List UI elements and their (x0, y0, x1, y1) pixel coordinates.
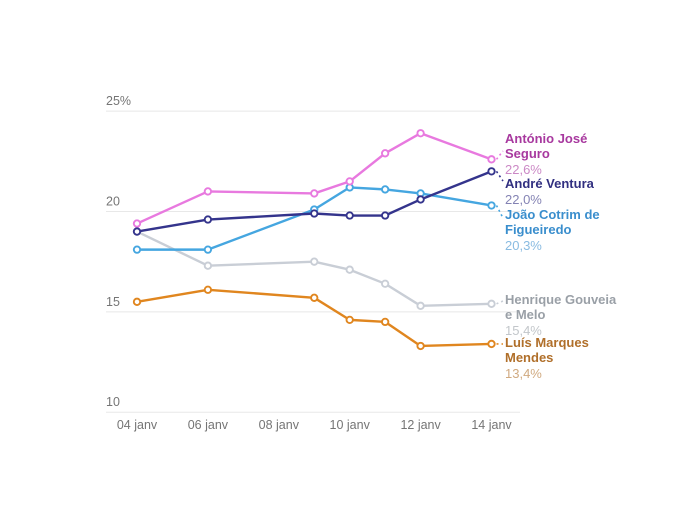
data-point-andre-ventura-day11[interactable] (380, 211, 390, 220)
data-point-henrique-gouveia-e-melo-day9[interactable] (310, 257, 319, 266)
x-axis-tick-label: 08 janv (259, 418, 300, 432)
series-label-luis-marques-mendes[interactable]: Luís Marques Mendes 13,4% (505, 335, 655, 381)
data-point-luis-marques-mendes-day9[interactable] (310, 293, 319, 302)
series-name: Luís Marques (505, 335, 589, 350)
data-point-antonio-jose-seguro-day12[interactable] (416, 129, 425, 138)
series-value: 13,4% (505, 366, 542, 381)
y-axis-tick-label: 15 (106, 295, 120, 309)
x-axis-tick-label: 14 janv (471, 418, 512, 432)
data-point-henrique-gouveia-e-melo-day6[interactable] (203, 261, 213, 270)
series-name: António José (505, 131, 588, 146)
data-point-andre-ventura-day10[interactable] (345, 211, 354, 220)
label-connector-joao-cotrim-de-figueiredo (495, 205, 504, 219)
y-axis-tick-label: 20 (106, 195, 120, 209)
series-value: 22,0% (505, 192, 542, 207)
label-connector-andre-ventura (495, 170, 504, 182)
data-point-joao-cotrim-de-figueiredo-day11[interactable] (380, 185, 390, 194)
x-axis-tick-label: 06 janv (188, 418, 229, 432)
data-point-antonio-jose-seguro-day11[interactable] (380, 149, 390, 158)
data-point-andre-ventura-day6[interactable] (203, 215, 213, 224)
data-point-joao-cotrim-de-figueiredo-day14[interactable] (487, 201, 496, 210)
series-value: 20,3% (505, 238, 542, 253)
data-point-andre-ventura-day4[interactable] (132, 227, 142, 236)
x-axis-tick-label: 12 janv (400, 418, 441, 432)
data-point-andre-ventura-day9[interactable] (310, 209, 319, 218)
data-point-luis-marques-mendes-day10[interactable] (345, 315, 354, 325)
series-value: 22,6% (505, 162, 542, 177)
label-connector-henrique-gouveia-e-melo (496, 300, 504, 305)
data-point-henrique-gouveia-e-melo-day14[interactable] (487, 299, 496, 308)
data-point-joao-cotrim-de-figueiredo-day6[interactable] (203, 245, 213, 254)
data-point-henrique-gouveia-e-melo-day12[interactable] (416, 301, 425, 310)
data-point-antonio-jose-seguro-day10[interactable] (345, 177, 354, 186)
data-point-andre-ventura-day14[interactable] (487, 167, 496, 176)
data-point-henrique-gouveia-e-melo-day10[interactable] (345, 265, 354, 274)
series-name: João Cotrim de (505, 207, 600, 222)
series-name: Henrique Gouveia (505, 292, 617, 307)
data-point-andre-ventura-day12[interactable] (416, 195, 425, 204)
data-point-luis-marques-mendes-day12[interactable] (416, 341, 425, 351)
series-name: André Ventura (505, 176, 594, 191)
y-axis-tick-label: 10 (106, 395, 120, 409)
data-point-luis-marques-mendes-day11[interactable] (380, 317, 390, 327)
x-axis-tick-label: 10 janv (330, 418, 371, 432)
data-point-luis-marques-mendes-day6[interactable] (203, 285, 213, 294)
series-name: e Melo (505, 307, 546, 322)
data-point-luis-marques-mendes-day14[interactable] (487, 339, 496, 349)
data-point-joao-cotrim-de-figueiredo-day4[interactable] (132, 245, 142, 254)
series-label-andre-ventura[interactable]: André Ventura 22,0% (505, 176, 655, 207)
data-point-antonio-jose-seguro-day6[interactable] (203, 187, 213, 196)
series-name: Seguro (505, 146, 550, 161)
data-point-antonio-jose-seguro-day9[interactable] (310, 189, 319, 198)
label-connector-antonio-jose-seguro (495, 150, 504, 160)
data-point-antonio-jose-seguro-day4[interactable] (132, 219, 142, 228)
data-point-luis-marques-mendes-day4[interactable] (132, 297, 142, 306)
y-axis-tick-label: 25% (106, 94, 131, 108)
series-name: Figueiredo (505, 222, 572, 237)
series-line-andre-ventura (135, 170, 493, 233)
series-value: 15,4% (505, 323, 542, 338)
series-name: Mendes (505, 350, 554, 365)
x-axis-tick-label: 04 janv (117, 418, 158, 432)
series-label-henrique-gouveia-e-melo[interactable]: Henrique Gouveia e Melo 15,4% (505, 292, 655, 338)
series-label-antonio-jose-seguro[interactable]: António José Seguro 22,6% (505, 131, 655, 177)
data-point-henrique-gouveia-e-melo-day11[interactable] (380, 279, 390, 288)
data-point-antonio-jose-seguro-day14[interactable] (487, 155, 496, 164)
series-label-joao-cotrim-de-figueiredo[interactable]: João Cotrim de Figueiredo 20,3% (505, 207, 655, 253)
